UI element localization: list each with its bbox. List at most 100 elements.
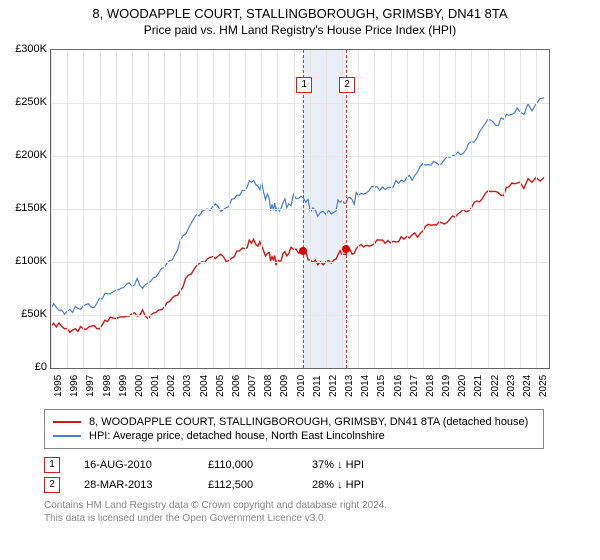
- gridline-v: [294, 50, 295, 368]
- series-price_paid: [51, 177, 544, 332]
- gridline-v: [520, 50, 521, 368]
- legend-swatch: [53, 435, 81, 437]
- x-axis-label: 1997: [85, 375, 96, 397]
- license-line-1: Contains HM Land Registry data © Crown c…: [44, 499, 544, 512]
- sales-table: 1 16-AUG-2010 £110,000 37% ↓ HPI 2 28-MA…: [44, 457, 544, 493]
- gridline-v: [471, 50, 472, 368]
- series-hpi: [51, 98, 544, 315]
- x-axis-label: 2019: [441, 375, 452, 397]
- gridline-v: [180, 50, 181, 368]
- y-axis-label: £0: [0, 361, 47, 373]
- gridline-v: [116, 50, 117, 368]
- gridline-v: [310, 50, 311, 368]
- y-axis-label: £250K: [0, 96, 47, 108]
- gridline-v: [197, 50, 198, 368]
- legend-label: HPI: Average price, detached house, Nort…: [89, 430, 385, 442]
- legend-row: HPI: Average price, detached house, Nort…: [53, 430, 535, 442]
- sale-index-box: 1: [44, 457, 60, 473]
- legend-row: 8, WOODAPPLE COURT, STALLINGBOROUGH, GRI…: [53, 416, 535, 428]
- x-axis-label: 2022: [490, 375, 501, 397]
- title-line-2: Price paid vs. HM Land Registry's House …: [0, 23, 600, 37]
- x-axis-label: 2005: [215, 375, 226, 397]
- gridline-v: [455, 50, 456, 368]
- x-axis-label: 2018: [425, 375, 436, 397]
- x-axis-label: 1995: [53, 375, 64, 397]
- gridline-h: [51, 103, 549, 104]
- sale-index-box: 2: [44, 477, 60, 493]
- gridline-v: [132, 50, 133, 368]
- x-axis-label: 2001: [150, 375, 161, 397]
- gridline-v: [148, 50, 149, 368]
- x-axis-label: 2006: [231, 375, 242, 397]
- x-axis-label: 2008: [263, 375, 274, 397]
- x-axis-label: 1999: [118, 375, 129, 397]
- x-axis-label: 2000: [134, 375, 145, 397]
- chart-title: 8, WOODAPPLE COURT, STALLINGBOROUGH, GRI…: [0, 0, 600, 39]
- gridline-v: [374, 50, 375, 368]
- legend: 8, WOODAPPLE COURT, STALLINGBOROUGH, GRI…: [44, 409, 544, 449]
- plot-area: 12: [50, 49, 550, 369]
- gridline-v: [261, 50, 262, 368]
- x-axis-label: 2003: [182, 375, 193, 397]
- gridline-v: [391, 50, 392, 368]
- sale-vline: [303, 50, 304, 368]
- callout-box: 2: [339, 77, 355, 93]
- gridline-h: [51, 156, 549, 157]
- x-axis-label: 2015: [376, 375, 387, 397]
- sale-price: £110,000: [208, 459, 288, 471]
- x-axis-label: 2017: [409, 375, 420, 397]
- gridline-v: [229, 50, 230, 368]
- gridline-h: [51, 315, 549, 316]
- gridline-v: [83, 50, 84, 368]
- y-axis-label: £100K: [0, 255, 47, 267]
- license-line-2: This data is licensed under the Open Gov…: [44, 512, 544, 525]
- gridline-v: [358, 50, 359, 368]
- x-axis-label: 2010: [296, 375, 307, 397]
- sale-diff: 37% ↓ HPI: [312, 459, 422, 471]
- x-axis-label: 1998: [102, 375, 113, 397]
- gridline-v: [51, 50, 52, 368]
- sale-diff: 28% ↓ HPI: [312, 479, 422, 491]
- chart-container: 12 £0£50K£100K£150K£200K£250K£300K199519…: [0, 43, 560, 403]
- x-axis-label: 2009: [279, 375, 290, 397]
- legend-swatch: [53, 421, 81, 423]
- x-axis-label: 1996: [69, 375, 80, 397]
- gridline-v: [67, 50, 68, 368]
- y-axis-label: £150K: [0, 202, 47, 214]
- y-axis-label: £50K: [0, 308, 47, 320]
- x-axis-label: 2025: [538, 375, 549, 397]
- y-axis-label: £300K: [0, 43, 47, 55]
- gridline-v: [213, 50, 214, 368]
- x-axis-label: 2021: [473, 375, 484, 397]
- sale-marker: [342, 245, 350, 253]
- gridline-v: [277, 50, 278, 368]
- sale-date: 28-MAR-2013: [84, 479, 184, 491]
- gridline-v: [326, 50, 327, 368]
- gridline-v: [488, 50, 489, 368]
- gridline-v: [407, 50, 408, 368]
- x-axis-label: 2004: [199, 375, 210, 397]
- gridline-v: [504, 50, 505, 368]
- gridline-v: [100, 50, 101, 368]
- gridline-v: [536, 50, 537, 368]
- sale-marker: [299, 247, 307, 255]
- legend-label: 8, WOODAPPLE COURT, STALLINGBOROUGH, GRI…: [89, 416, 528, 428]
- title-line-1: 8, WOODAPPLE COURT, STALLINGBOROUGH, GRI…: [0, 6, 600, 21]
- gridline-v: [342, 50, 343, 368]
- x-axis-label: 2020: [457, 375, 468, 397]
- gridline-h: [51, 209, 549, 210]
- x-axis-label: 2013: [344, 375, 355, 397]
- sale-price: £112,500: [208, 479, 288, 491]
- x-axis-label: 2011: [312, 375, 323, 397]
- callout-box: 1: [296, 77, 312, 93]
- x-axis-label: 2024: [522, 375, 533, 397]
- license-text: Contains HM Land Registry data © Crown c…: [44, 499, 544, 525]
- gridline-v: [164, 50, 165, 368]
- y-axis-label: £200K: [0, 149, 47, 161]
- sale-vline: [346, 50, 347, 368]
- gridline-v: [423, 50, 424, 368]
- x-axis-label: 2007: [247, 375, 258, 397]
- gridline-v: [439, 50, 440, 368]
- sale-row: 1 16-AUG-2010 £110,000 37% ↓ HPI: [44, 457, 544, 473]
- sale-date: 16-AUG-2010: [84, 459, 184, 471]
